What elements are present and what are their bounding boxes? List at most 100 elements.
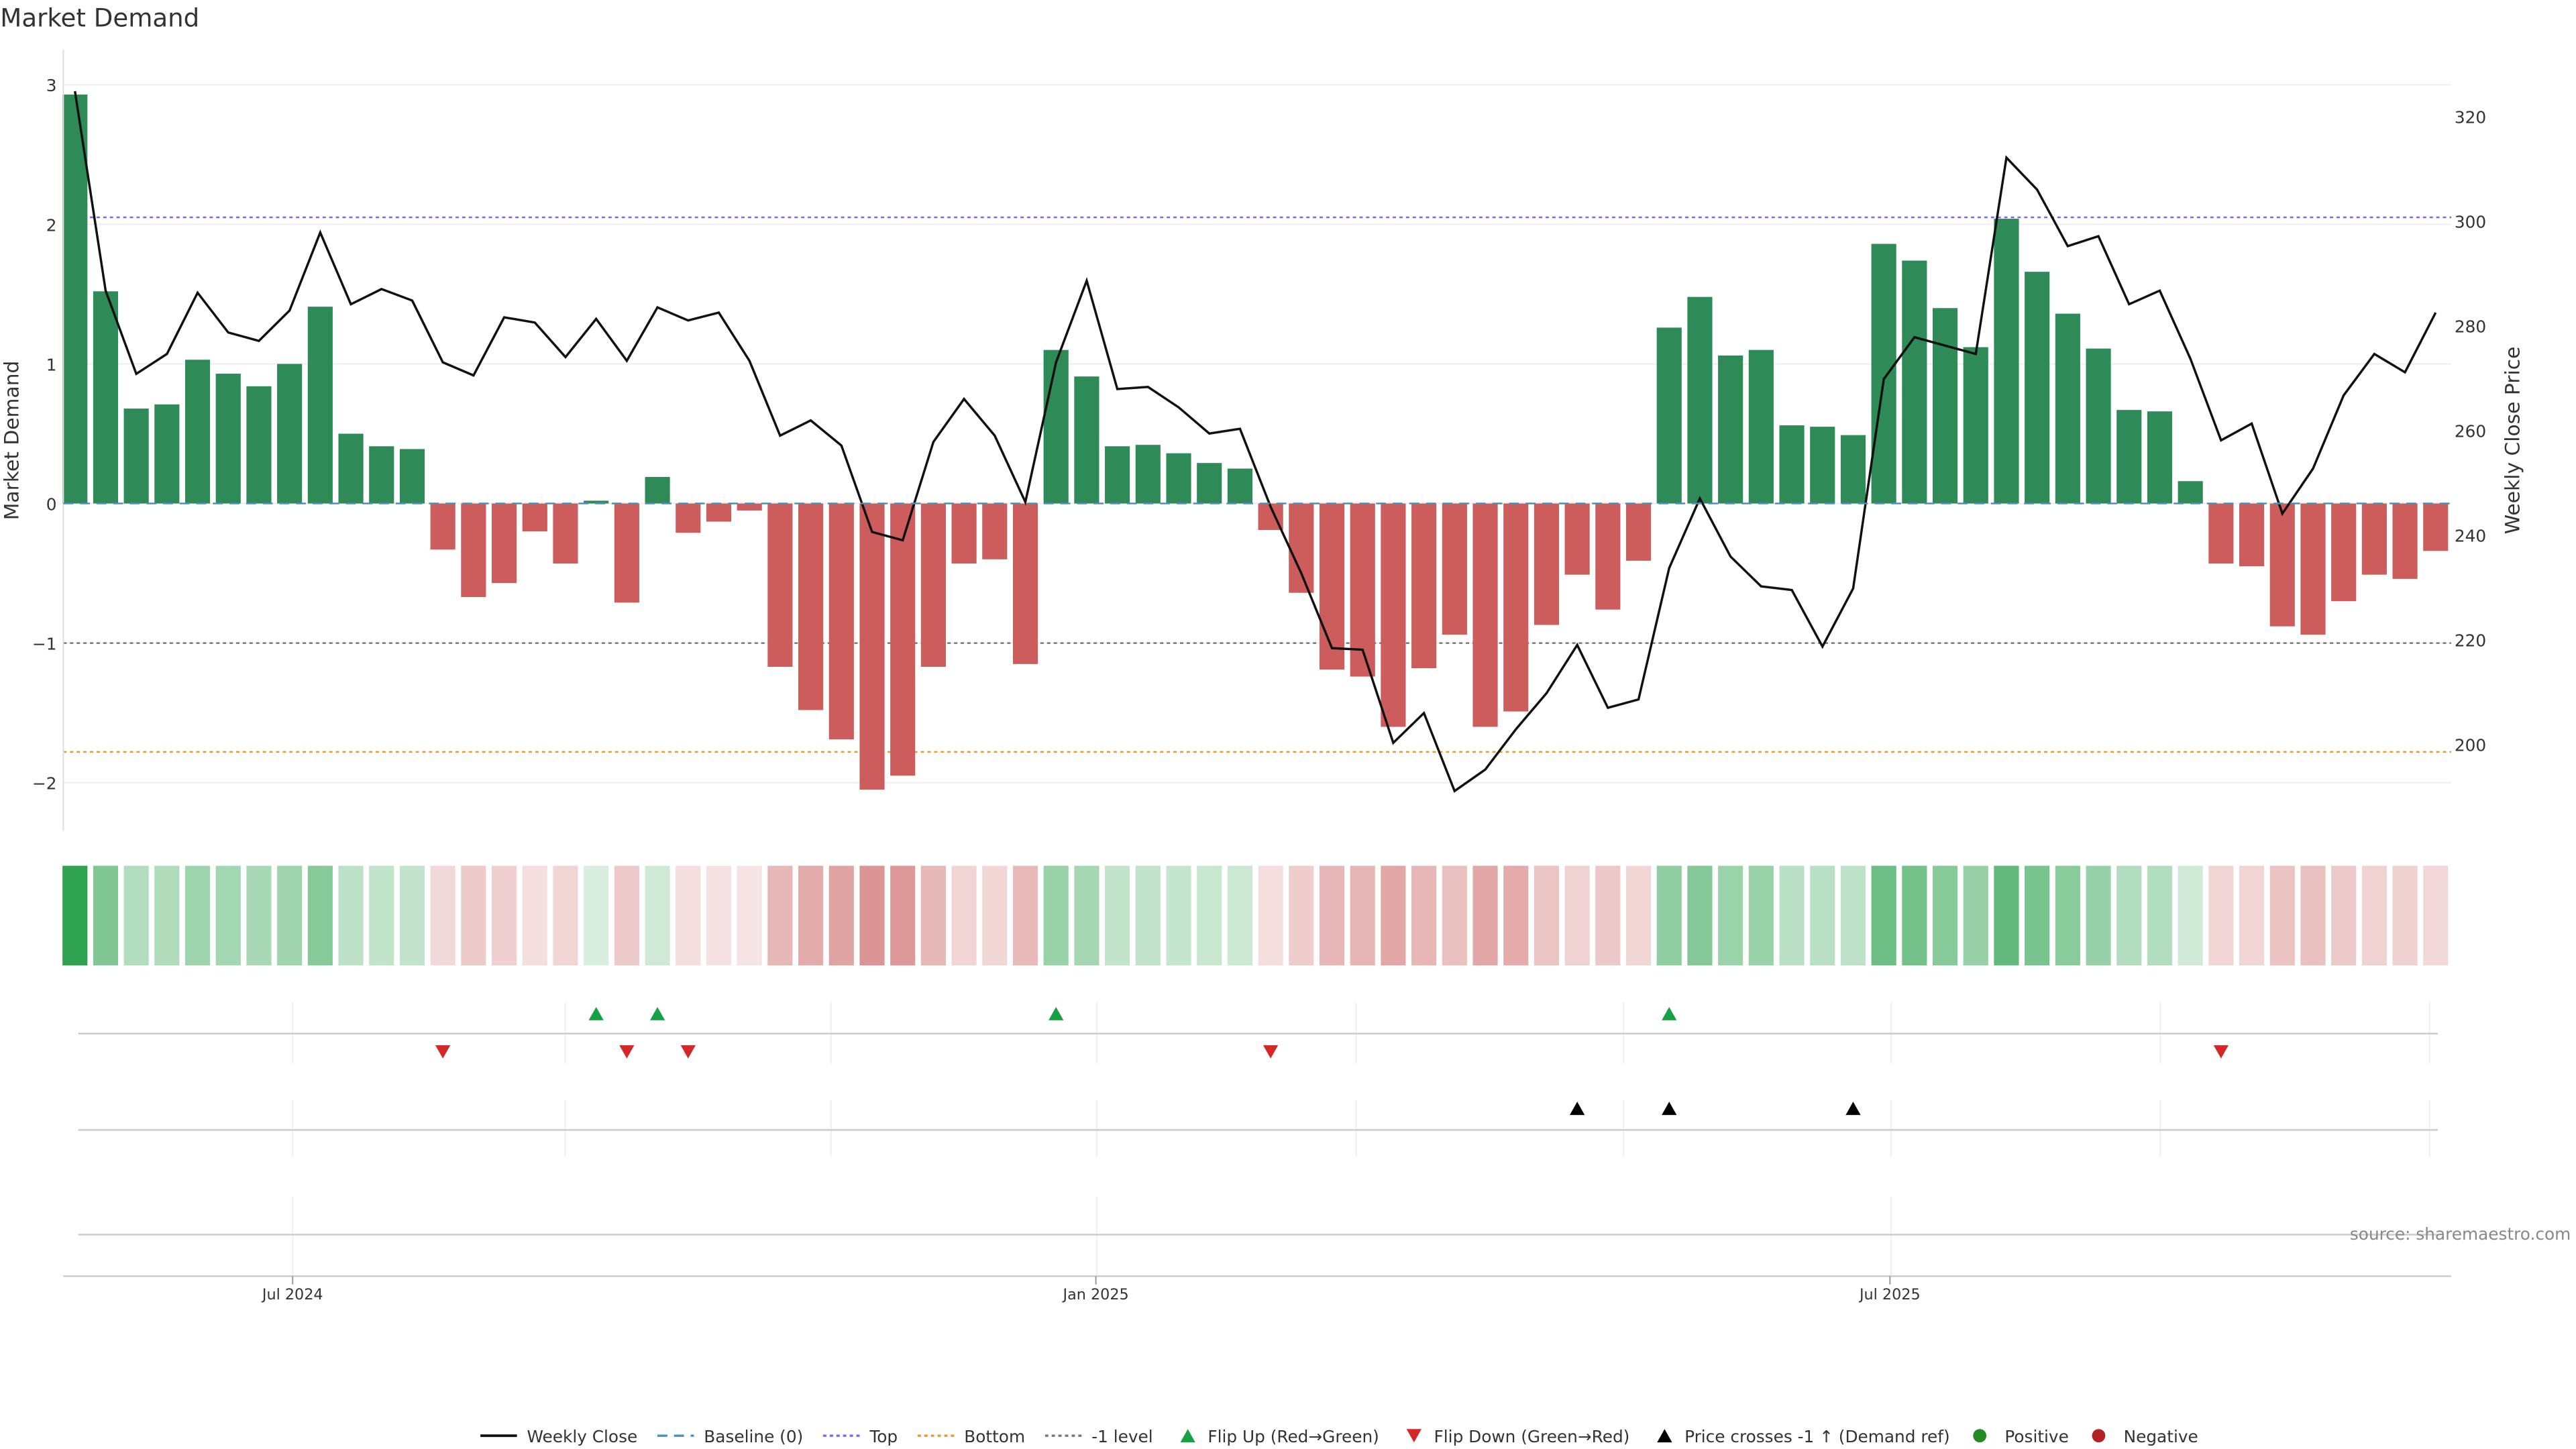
bar-positive (1871, 244, 1896, 504)
bar-positive (215, 374, 241, 504)
bar-positive (399, 449, 425, 504)
heat-cell (1748, 865, 1774, 966)
heat-cell (1564, 865, 1590, 966)
heat-cell (920, 865, 946, 966)
heat-cell (2147, 865, 2173, 966)
heat-cell (553, 865, 578, 966)
bar-positive (1135, 445, 1161, 504)
bar-negative (614, 503, 639, 603)
weekly-close-line (74, 91, 2437, 793)
heat-cell (154, 865, 180, 966)
flip-up-marker (1049, 1007, 1064, 1020)
heat-cell (584, 865, 609, 966)
bar-negative (522, 503, 547, 532)
bar-positive (2025, 272, 2050, 504)
bar-negative (890, 503, 916, 776)
bar-negative (2208, 503, 2234, 564)
heat-cell (737, 865, 762, 966)
bar-positive (1994, 219, 2019, 504)
legend-triangle-up-icon (1657, 1429, 1672, 1443)
bar-positive (338, 433, 364, 504)
bar-negative (1411, 503, 1437, 669)
heat-cell (215, 865, 241, 966)
bar-negative (461, 503, 486, 597)
price-cross-marker (1569, 1102, 1585, 1116)
bar-negative (920, 503, 946, 667)
bar-negative (951, 503, 977, 564)
bar-negative (1534, 503, 1560, 625)
bar-negative (982, 503, 1008, 559)
y2-axis-label: Weekly Close Price (2502, 347, 2525, 535)
heat-cell (1105, 865, 1130, 966)
bar-negative (1319, 503, 1345, 670)
heat-cell (1166, 865, 1191, 966)
heat-cell (1994, 865, 2019, 966)
heat-cell (1595, 865, 1621, 966)
bar-negative (798, 503, 824, 710)
heat-cell (1197, 865, 1222, 966)
heat-cell (828, 865, 854, 966)
bar-positive (1074, 376, 1099, 504)
heat-cell (1902, 865, 1927, 966)
bar-positive (62, 94, 88, 504)
bar-positive (1656, 327, 1682, 504)
bar-positive (2116, 410, 2142, 504)
heat-cell (246, 865, 272, 966)
heat-cell (1871, 865, 1896, 966)
legend-triangle-up-icon (1180, 1429, 1195, 1443)
bar-negative (491, 503, 517, 584)
legend-circle-icon (1973, 1429, 1987, 1443)
flip-up-marker (1662, 1007, 1677, 1020)
heat-cell (2116, 865, 2142, 966)
bar-positive (1197, 463, 1222, 504)
y-tick-label: 1 (46, 355, 57, 374)
heat-cell (2239, 865, 2265, 966)
legend-label: Flip Down (Green→Red) (1434, 1427, 1630, 1446)
heat-cell (2269, 865, 2295, 966)
heat-cell (1718, 865, 1743, 966)
bar-positive (1718, 355, 1743, 504)
flip-down-marker (435, 1045, 451, 1059)
heat-cell (2178, 865, 2203, 966)
heat-cell (2392, 865, 2418, 966)
heat-cell (1656, 865, 1682, 966)
bar-negative (1595, 503, 1621, 610)
heat-cell (1625, 865, 1652, 966)
x-tick-label: Jul 2025 (1858, 1286, 1921, 1303)
y2-tick-label: 200 (2455, 736, 2486, 755)
heat-cell (1687, 865, 1713, 966)
legend-label: Flip Up (Red→Green) (1208, 1427, 1379, 1446)
heat-cell (1319, 865, 1345, 966)
bar-positive (1227, 468, 1252, 504)
heat-cell (2423, 865, 2449, 966)
heat-cell (951, 865, 977, 966)
bar-negative (430, 503, 455, 550)
bar-positive (1779, 425, 1805, 504)
heat-cell (645, 865, 670, 966)
bar-negative (1503, 503, 1529, 712)
price-cross-marker (1662, 1102, 1677, 1116)
heat-cell (706, 865, 732, 966)
heat-cell (1534, 865, 1560, 966)
heat-cell (1779, 865, 1805, 966)
bar-positive (2086, 348, 2111, 504)
price-cross-marker (1845, 1102, 1861, 1116)
legend-label: Baseline (0) (704, 1427, 803, 1446)
bar-positive (1105, 446, 1130, 504)
legend-circle-icon (2092, 1429, 2106, 1443)
heat-cell (123, 865, 149, 966)
bar-negative (1381, 503, 1406, 727)
heat-cell (1289, 865, 1314, 966)
bar-negative (2331, 503, 2357, 602)
bar-positive (1166, 453, 1191, 504)
y-tick-label: 3 (46, 76, 57, 95)
bar-positive (2055, 313, 2080, 504)
flip-up-marker (649, 1007, 665, 1020)
legend-label: Weekly Close (527, 1427, 638, 1446)
heat-cell (2025, 865, 2050, 966)
bar-positive (584, 500, 609, 504)
bar-negative (2300, 503, 2326, 635)
bar-positive (1902, 260, 1927, 504)
heat-cell (1043, 865, 1069, 966)
